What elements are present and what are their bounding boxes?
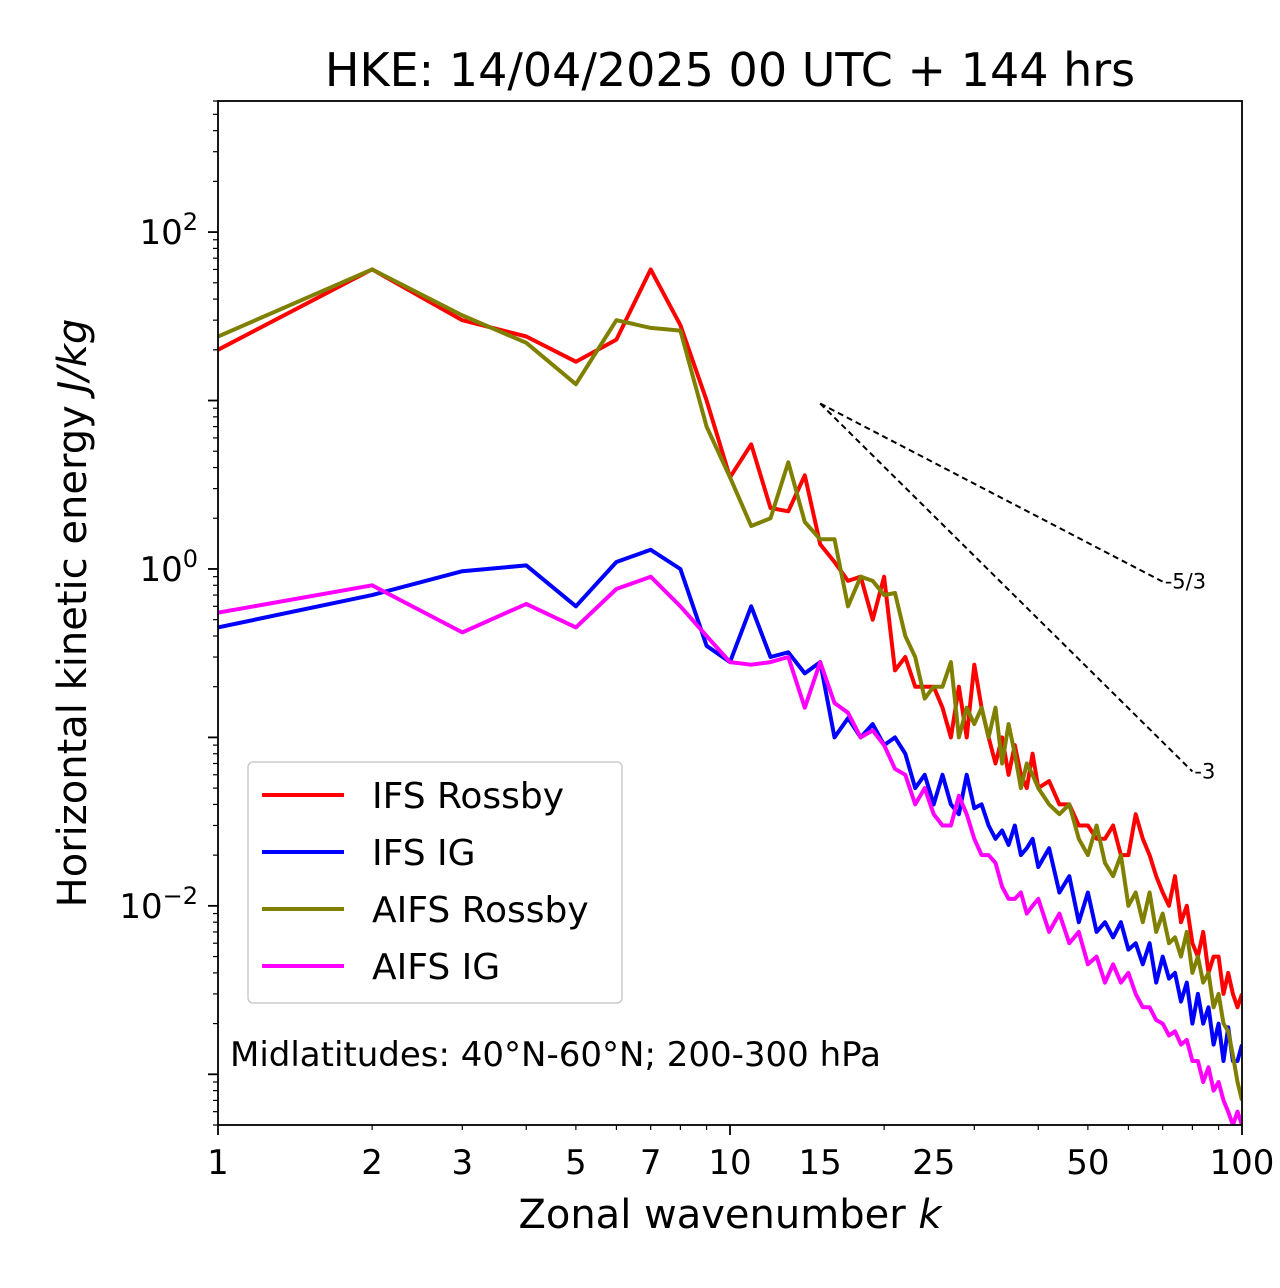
legend-label-3: AIFS IG — [372, 947, 500, 988]
x-tick-label-6: 15 — [799, 1143, 842, 1183]
series-line-1 — [218, 547, 1242, 1063]
x-tick-label-2: 3 — [451, 1143, 473, 1183]
slope-line-0 — [819, 402, 1164, 583]
chart-title: HKE: 14/04/2025 00 UTC + 144 hrs — [325, 43, 1135, 97]
y-axis-label: Horizontal kinetic energy J/kg — [50, 319, 96, 908]
legend: IFS Rossby IFS IG AIFS Rossby AIFS IG — [247, 761, 623, 1004]
x-tick-label-0: 1 — [207, 1143, 229, 1183]
y-tick-label-2: 102 — [139, 208, 198, 253]
legend-label-0: IFS Rossby — [372, 776, 564, 817]
x-tick-label-5: 10 — [708, 1143, 751, 1183]
y-axis-label-unit: J/kg — [50, 319, 96, 400]
y-axis-label-main: Horizontal kinetic energy — [50, 393, 96, 908]
x-axis-ticks: 1 2 3 5 7 10 15 25 50 100 — [207, 1125, 1274, 1183]
y-tick-label-1: 100 — [139, 545, 198, 590]
legend-label-1: IFS IG — [372, 833, 476, 874]
series-line-0 — [218, 267, 1242, 1010]
region-annotation: Midlatitudes: 40°N-60°N; 200-300 hPa — [230, 1035, 881, 1075]
x-tick-label-7: 25 — [912, 1143, 955, 1183]
x-tick-label-4: 7 — [640, 1143, 662, 1183]
x-axis-label: Zonal wavenumber k — [518, 1192, 943, 1238]
legend-label-2: AIFS Rossby — [372, 890, 589, 931]
y-tick-label-0: 10−2 — [119, 882, 198, 927]
x-tick-label-8: 50 — [1066, 1143, 1109, 1183]
series-line-2 — [218, 267, 1242, 1101]
legend-entries: IFS Rossby IFS IG AIFS Rossby AIFS IG — [262, 776, 589, 988]
slope-label-0: -5/3 — [1165, 570, 1206, 594]
slope-label-1: -3 — [1194, 759, 1215, 783]
series-line-3 — [218, 574, 1242, 1125]
y-axis-ticks: 10−2 100 102 — [119, 100, 218, 1126]
series-layer — [218, 267, 1242, 1125]
x-axis-label-main: Zonal wavenumber — [518, 1192, 918, 1238]
x-tick-label-3: 5 — [565, 1143, 587, 1183]
slope-line-1 — [819, 402, 1194, 773]
x-tick-label-1: 2 — [361, 1143, 383, 1183]
x-tick-label-9: 100 — [1210, 1143, 1275, 1183]
legend-box — [247, 761, 623, 1004]
x-axis-label-symbol: k — [918, 1192, 943, 1238]
slope-lines: -5/3 -3 — [819, 402, 1215, 783]
